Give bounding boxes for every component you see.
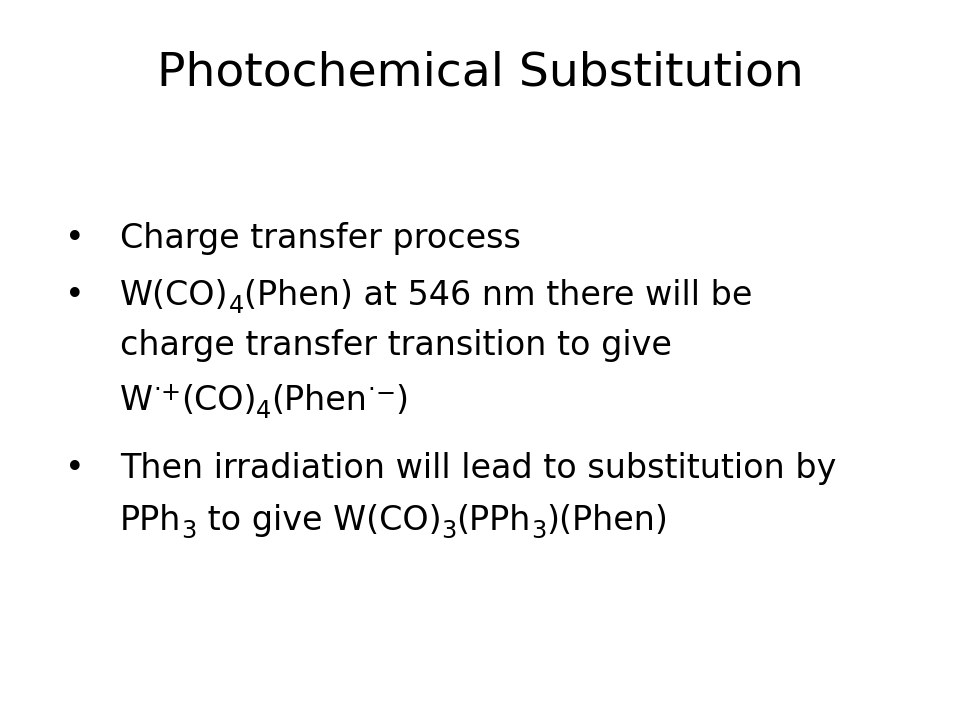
Text: Charge transfer process: Charge transfer process: [120, 222, 521, 255]
Text: •: •: [65, 452, 84, 485]
Text: charge transfer transition to give: charge transfer transition to give: [120, 329, 672, 362]
Text: •: •: [65, 279, 84, 312]
Text: (Phen: (Phen: [272, 384, 368, 417]
Text: 3: 3: [531, 519, 546, 543]
Text: PPh: PPh: [120, 504, 181, 537]
Text: ·: ·: [153, 378, 160, 402]
Text: )(Phen): )(Phen): [546, 504, 668, 537]
Text: 4: 4: [228, 294, 244, 318]
Text: ·: ·: [368, 378, 375, 402]
Text: (Phen) at 546 nm there will be: (Phen) at 546 nm there will be: [244, 279, 752, 312]
Text: Then irradiation will lead to substitution by: Then irradiation will lead to substituti…: [120, 452, 836, 485]
Text: (CO): (CO): [180, 384, 256, 417]
Text: 3: 3: [181, 519, 197, 543]
Text: ): ): [396, 384, 408, 417]
Text: (PPh: (PPh: [457, 504, 531, 537]
Text: 3: 3: [442, 519, 457, 543]
Text: W: W: [120, 384, 153, 417]
Text: W(CO): W(CO): [120, 279, 228, 312]
Text: •: •: [65, 222, 84, 255]
Text: 4: 4: [256, 399, 272, 423]
Text: to give W(CO): to give W(CO): [197, 504, 442, 537]
Text: Photochemical Substitution: Photochemical Substitution: [156, 50, 804, 95]
Text: −: −: [375, 382, 396, 406]
Text: +: +: [160, 381, 180, 405]
